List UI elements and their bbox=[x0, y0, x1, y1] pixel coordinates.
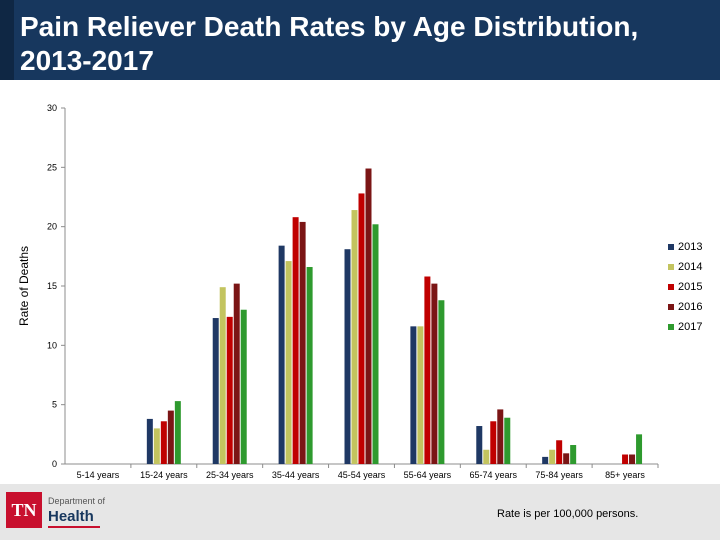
legend-swatch bbox=[668, 244, 674, 250]
bar bbox=[490, 421, 497, 464]
logo-underline bbox=[48, 526, 100, 528]
y-tick-label: 30 bbox=[47, 103, 57, 113]
bar bbox=[570, 445, 577, 464]
x-tick-label: 25-34 years bbox=[206, 470, 254, 480]
y-tick-label: 5 bbox=[52, 400, 57, 410]
bar bbox=[167, 410, 174, 464]
y-tick-label: 0 bbox=[52, 459, 57, 469]
logo-health-text: Health bbox=[48, 508, 94, 525]
bar bbox=[438, 300, 445, 464]
tn-health-logo: TN Department of Health bbox=[6, 492, 106, 534]
bar bbox=[476, 426, 483, 464]
x-tick-label: 55-64 years bbox=[404, 470, 452, 480]
y-axis-title: Rate of Deaths bbox=[17, 246, 31, 326]
bar bbox=[636, 434, 643, 464]
bar bbox=[226, 316, 233, 464]
legend-label: 2014 bbox=[678, 261, 702, 273]
bar bbox=[410, 326, 417, 464]
bar bbox=[174, 401, 181, 464]
bar bbox=[424, 276, 431, 464]
title-line-1: Pain Reliever Death Rates by Age Distrib… bbox=[20, 11, 639, 42]
bar bbox=[483, 449, 490, 464]
legend-label: 2017 bbox=[678, 321, 702, 333]
bar-chart: 0 5 10 15 20 25 30 Rate of Deaths 5-14 years 15-2… bbox=[17, 103, 702, 480]
footer: TN Department of Health Rate is per 100,… bbox=[0, 484, 720, 540]
y-tick-label: 10 bbox=[47, 340, 57, 350]
banner-accent bbox=[0, 0, 14, 80]
legend-swatch bbox=[668, 304, 674, 310]
page-title: Pain Reliever Death Rates by Age Distrib… bbox=[20, 10, 700, 78]
bar bbox=[556, 440, 563, 464]
title-banner: Pain Reliever Death Rates by Age Distrib… bbox=[0, 0, 720, 80]
bar bbox=[278, 245, 285, 464]
bar bbox=[504, 417, 511, 464]
title-line-2: 2013-2017 bbox=[20, 45, 154, 76]
bar bbox=[417, 326, 424, 464]
y-tick-label: 15 bbox=[47, 281, 57, 291]
bar bbox=[299, 221, 306, 464]
bar bbox=[431, 283, 438, 464]
bar bbox=[212, 318, 219, 464]
legend-swatch bbox=[668, 264, 674, 270]
bar bbox=[629, 454, 636, 464]
logo-department-text: Department of bbox=[48, 496, 106, 506]
bar bbox=[285, 261, 292, 464]
legend-label: 2016 bbox=[678, 301, 702, 313]
bar bbox=[240, 309, 247, 464]
bar bbox=[351, 210, 358, 464]
bar bbox=[372, 224, 379, 464]
x-tick-label: 85+ years bbox=[605, 470, 645, 480]
bar bbox=[292, 217, 299, 464]
y-tick-label: 25 bbox=[47, 162, 57, 172]
x-tick-label: 35-44 years bbox=[272, 470, 320, 480]
bar bbox=[306, 267, 313, 464]
x-tick-label: 75-84 years bbox=[535, 470, 583, 480]
legend-swatch bbox=[668, 284, 674, 290]
x-tick-label: 65-74 years bbox=[470, 470, 518, 480]
bar bbox=[344, 249, 351, 464]
x-tick-label: 5-14 years bbox=[77, 470, 120, 480]
legend-label: 2015 bbox=[678, 281, 702, 293]
bar bbox=[153, 428, 160, 464]
bar bbox=[542, 456, 549, 464]
bar bbox=[497, 409, 504, 464]
bar bbox=[563, 453, 570, 464]
x-tick-label: 45-54 years bbox=[338, 470, 386, 480]
legend-swatch bbox=[668, 324, 674, 330]
bar bbox=[622, 454, 629, 464]
tn-logo-mark: TN bbox=[6, 492, 42, 528]
legend-label: 2013 bbox=[678, 241, 702, 253]
rate-footnote: Rate is per 100,000 persons. bbox=[497, 508, 639, 520]
bar bbox=[358, 193, 365, 464]
bar bbox=[146, 418, 153, 464]
x-tick-label: 15-24 years bbox=[140, 470, 188, 480]
bar bbox=[233, 283, 240, 464]
bar bbox=[160, 421, 167, 464]
y-tick-label: 20 bbox=[47, 222, 57, 232]
bar bbox=[219, 287, 226, 464]
bar bbox=[365, 168, 372, 464]
bar bbox=[549, 449, 556, 464]
